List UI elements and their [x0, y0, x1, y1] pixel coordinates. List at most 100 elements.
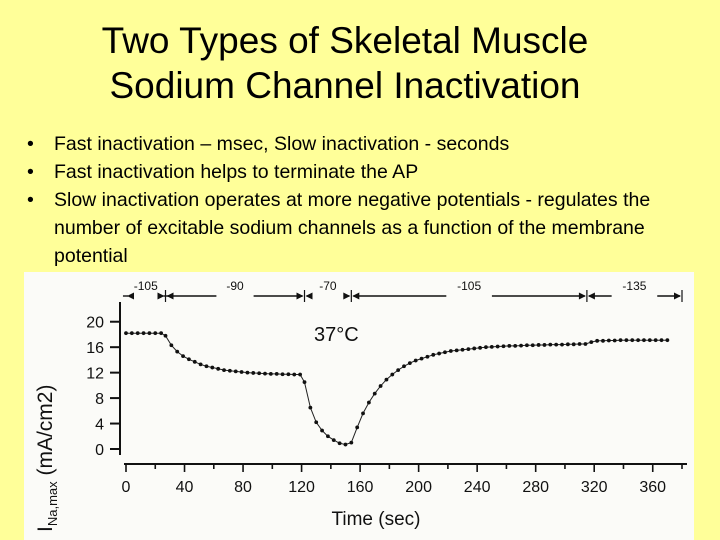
protocol-arrowhead: [127, 292, 134, 300]
data-point: [192, 359, 197, 364]
data-point: [536, 343, 541, 347]
data-point: [129, 331, 134, 336]
data-point: [210, 365, 215, 370]
y-ticks: 0 4 8 12 16 20: [86, 315, 120, 459]
data-point: [355, 425, 360, 430]
data-point: [577, 342, 582, 346]
data-point: [163, 333, 168, 338]
x-tick-label: 80: [234, 479, 252, 496]
data-point: [407, 361, 412, 365]
data-point: [636, 338, 641, 343]
y-tick-label: 12: [86, 366, 104, 383]
data-point: [513, 344, 518, 348]
data-point: [181, 354, 185, 358]
slide-title: Two Types of Skeletal Muscle Sodium Chan…: [0, 18, 690, 108]
data-point: [175, 349, 180, 354]
y-tick-label: 16: [86, 340, 104, 357]
data-point: [361, 411, 365, 416]
data-point: [542, 343, 547, 347]
y-tick-label: 8: [95, 391, 104, 408]
x-tick-label: 360: [639, 479, 666, 496]
data-point: [384, 377, 389, 382]
temperature-annotation: 37°C: [314, 324, 359, 346]
data-point: [314, 420, 319, 425]
data-point: [239, 370, 244, 374]
x-ticks: 0 40 80 120 160 200 240 280 320 360: [122, 464, 683, 496]
data-point: [257, 371, 262, 376]
bullet-item: • Fast inactivation – msec, Slow inactiv…: [22, 130, 702, 158]
x-axis-label: Time (sec): [331, 509, 420, 530]
data-point: [169, 343, 174, 348]
bullet-item: • Slow inactivation operates at more neg…: [22, 186, 702, 270]
data-point: [431, 352, 436, 357]
protocol-arrowhead: [674, 292, 681, 300]
bullet-glyph: •: [27, 189, 34, 211]
data-point: [372, 391, 377, 396]
bullet-glyph: •: [27, 133, 34, 155]
bullet-text: Fast inactivation – msec, Slow inactivat…: [54, 133, 510, 155]
data-point: [460, 347, 465, 352]
sodium-current-figure: -105 -90 -70 -105 -135 0 4 8 12 16 20 0 40 80 120 160…: [24, 272, 694, 540]
data-point: [437, 351, 442, 356]
protocol-voltage-label: -135: [622, 279, 646, 293]
data-point: [227, 368, 232, 373]
chart-svg: -105 -90 -70 -105 -135 0 4 8 12 16 20 0 40 80 120 160…: [34, 279, 687, 532]
data-point: [495, 344, 500, 349]
data-point: [204, 364, 209, 369]
protocol-voltage-label: -105: [457, 279, 481, 293]
data-point: [245, 370, 250, 375]
data-point: [571, 342, 576, 347]
data-point: [141, 331, 146, 336]
protocol-arrowhead: [587, 292, 595, 300]
data-point: [222, 368, 226, 372]
data-point: [187, 357, 191, 362]
data-point: [484, 345, 488, 350]
data-point: [268, 372, 273, 376]
data-point: [343, 442, 348, 447]
protocol-arrowhead: [305, 292, 313, 300]
data-point: [642, 338, 646, 343]
data-point: [198, 362, 203, 367]
data-point: [337, 441, 342, 446]
protocol-arrowhead: [296, 292, 304, 300]
data-point: [292, 372, 297, 377]
data-point: [565, 342, 570, 347]
y-label-units: (mA/cm2): [34, 385, 57, 482]
data-point: [274, 372, 279, 376]
data-point: [478, 345, 482, 350]
data-point: [251, 371, 256, 375]
data-point: [595, 338, 600, 343]
x-tick-label: 40: [176, 479, 194, 496]
data-point: [472, 346, 477, 351]
data-point: [618, 338, 623, 343]
data-point: [560, 342, 564, 347]
protocol-voltage-label: -70: [319, 279, 337, 293]
data-point: [402, 364, 406, 369]
data-point: [331, 438, 336, 442]
data-point: [583, 342, 588, 346]
data-point: [647, 338, 652, 343]
data-point: [489, 344, 494, 349]
data-point: [326, 434, 330, 439]
data-point: [630, 338, 635, 343]
y-label-main: I: [34, 526, 57, 532]
data-point: [448, 349, 453, 353]
data-point: [466, 347, 471, 351]
data-point: [366, 400, 371, 405]
data-point: [349, 440, 354, 445]
data-point: [425, 354, 430, 359]
data-point: [308, 405, 313, 410]
data-point: [530, 343, 535, 348]
data-point: [548, 342, 553, 347]
data-point: [298, 372, 303, 377]
data-point: [396, 368, 401, 372]
data-point: [390, 372, 395, 377]
data-point: [519, 343, 523, 348]
data-point: [601, 338, 605, 343]
data-point: [665, 338, 670, 343]
title-line-1: Two Types of Skeletal Muscle: [101, 20, 589, 61]
data-point: [443, 350, 447, 355]
data-point: [589, 340, 594, 344]
bullet-text: Fast inactivation helps to terminate the…: [54, 161, 419, 183]
y-label-subscript: Na,max: [45, 481, 60, 526]
